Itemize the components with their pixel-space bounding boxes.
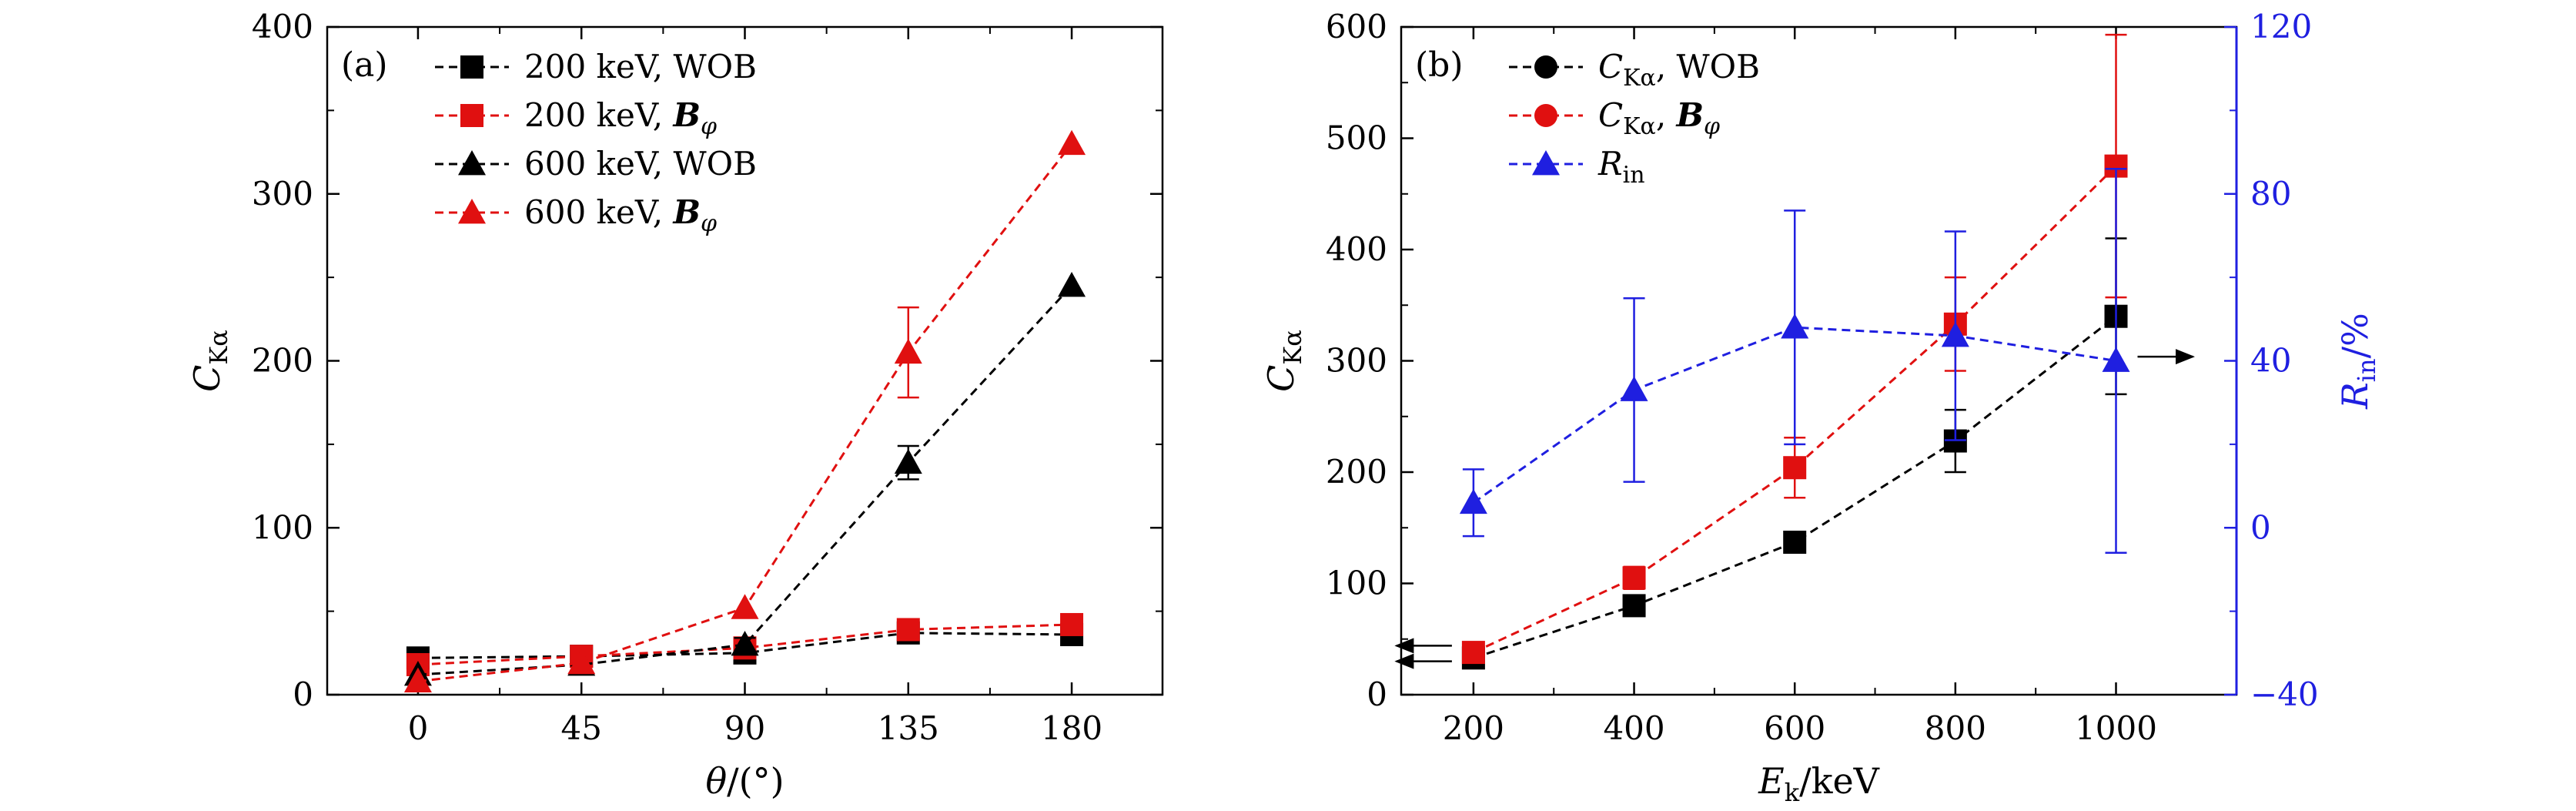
y-tick-label: 400 — [1326, 230, 1387, 268]
data-point — [1622, 594, 1646, 618]
legend-marker — [1534, 55, 1557, 79]
y-tick-label: 600 — [1326, 8, 1387, 45]
legend-item-1: CKα​, Bφ​ — [1509, 96, 1720, 140]
legend-marker — [458, 199, 486, 224]
legend-label: Rin​ — [1597, 145, 1645, 189]
legend-item-2: Rin​ — [1509, 145, 1645, 189]
y-tick-label: 0 — [1367, 675, 1387, 713]
y-tick-label: 300 — [252, 175, 313, 213]
series-line — [1473, 315, 2117, 659]
data-point — [1783, 456, 1807, 480]
legend-label: 600 keV, Bφ​ — [524, 193, 717, 237]
data-point — [1060, 612, 1084, 636]
series-2 — [403, 271, 1086, 686]
y2-axis-label: Rin/% — [2334, 313, 2381, 410]
series-3 — [403, 129, 1086, 693]
legend-marker — [1534, 104, 1557, 127]
series-2 — [1459, 167, 2130, 555]
panel-label: (b) — [1415, 45, 1464, 85]
x-tick-label: 180 — [1041, 709, 1102, 747]
y-tick-label: 200 — [252, 342, 313, 380]
legend-item-1: 200 keV, Bφ​ — [435, 96, 717, 140]
data-point — [896, 618, 920, 642]
legend-label: CKα​, WOB — [1598, 48, 1760, 92]
x-tick-label: 600 — [1764, 709, 1825, 747]
legend-label: 600 keV, WOB — [524, 145, 757, 183]
x-tick-label: 800 — [1925, 709, 1986, 747]
y-tick-label: 100 — [1326, 565, 1387, 602]
data-point — [1941, 321, 1969, 347]
data-point — [567, 648, 596, 675]
x-tick-label: 135 — [878, 709, 939, 747]
y-tick-label: 0 — [293, 675, 313, 713]
x-tick-label: 200 — [1443, 709, 1504, 747]
legend-item-2: 600 keV, WOB — [435, 145, 757, 183]
panel-a-chart: 0 45 90 135 180 0 100 200 300 400 θ/(°) CKα (a) 200 k… — [186, 8, 1164, 802]
panel-label: (a) — [341, 45, 388, 85]
data-point — [1620, 376, 1648, 401]
y-axis-label: CKα — [1260, 330, 1307, 392]
data-point — [2102, 347, 2130, 372]
legend-marker — [460, 55, 483, 79]
y-tick-label: 300 — [1326, 342, 1387, 380]
legend-label: 200 keV, WOB — [524, 48, 757, 85]
series-line — [417, 623, 1072, 666]
data-point — [403, 667, 432, 693]
data-point — [1459, 488, 1487, 514]
y2-tick-label: 0 — [2250, 508, 2271, 546]
legend-label: CKα​, Bφ​ — [1598, 96, 1720, 140]
data-point — [1783, 531, 1807, 555]
y-axis-label: CKα — [186, 330, 233, 392]
data-point — [894, 448, 922, 474]
data-point — [1622, 566, 1646, 590]
y-tick-label: 400 — [252, 8, 313, 45]
x-tick-label: 1000 — [2075, 709, 2157, 747]
y2-tick-label: −40 — [2250, 675, 2319, 713]
data-point — [731, 630, 759, 656]
legend-item-0: 200 keV, WOB — [435, 48, 757, 85]
y-tick-label: 100 — [252, 508, 313, 546]
data-point — [731, 594, 759, 619]
series-line — [417, 284, 1073, 676]
y2-tick-label: 40 — [2250, 342, 2291, 380]
legend-marker — [460, 104, 483, 127]
x-axis-label: Ek/keV — [1758, 760, 1880, 807]
y-tick-label: 500 — [1326, 119, 1387, 157]
legend-label: 200 keV, Bφ​ — [524, 96, 717, 140]
data-point — [1461, 641, 1485, 665]
legend-item-0: CKα​, WOB — [1509, 48, 1760, 92]
data-point — [894, 338, 922, 364]
data-point — [1058, 129, 1086, 156]
x-axis-label: θ/(°) — [705, 760, 784, 802]
data-point — [1781, 313, 1809, 339]
y-tick-label: 200 — [1326, 453, 1387, 491]
x-tick-label: 400 — [1603, 709, 1664, 747]
x-tick-label: 45 — [560, 709, 601, 747]
series-line — [1473, 165, 2117, 654]
legend-marker — [458, 150, 486, 176]
x-tick-label: 90 — [724, 709, 765, 747]
y2-tick-label: 120 — [2250, 8, 2312, 45]
legend-marker — [1532, 150, 1560, 176]
y2-tick-label: 80 — [2250, 175, 2291, 213]
data-point — [1058, 271, 1086, 297]
panel-b-chart: 200 400 600 800 1000 0 100 200 300 400 500 600 −40 0 4… — [1260, 8, 2381, 807]
legend-item-3: 600 keV, Bφ​ — [435, 193, 717, 237]
x-tick-label: 0 — [408, 709, 429, 747]
